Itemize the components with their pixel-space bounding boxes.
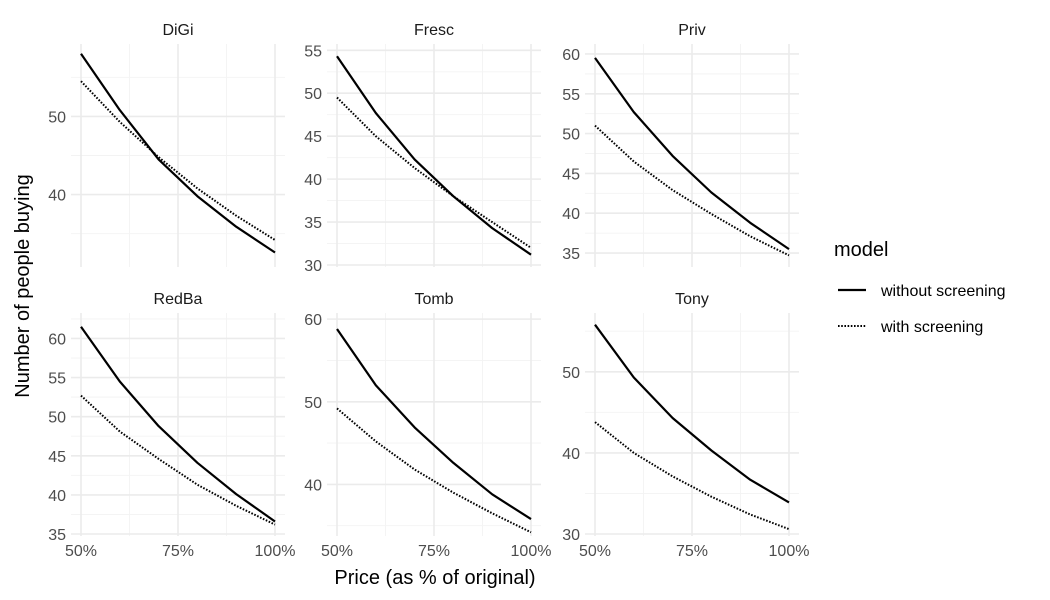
y-axis-title: Number of people buying [12,174,34,397]
legend-label: with screening [880,319,983,336]
y-tick-label: 50 [562,365,580,382]
y-tick-label: 60 [304,312,322,329]
x-tick-label: 50% [65,543,97,560]
y-tick-label: 40 [48,488,66,505]
x-tick-label: 50% [579,543,611,560]
series-line-without-screening [594,57,790,251]
x-tick-label: 75% [162,543,194,560]
legend-entries: without screening with screening [838,283,1006,336]
y-tick-label: 30 [562,527,580,544]
y-tick-label: 50 [304,395,322,412]
x-tick-label: 100% [255,543,296,560]
y-tick-label: 40 [562,206,580,223]
y-tick-label: 50 [48,109,66,126]
y-tick-label: 40 [304,172,322,189]
x-tick-label: 75% [676,543,708,560]
panel-priv: 35 40 45 50 55 60 Priv [562,22,799,267]
series-line-with-screening [336,96,532,249]
legend-label: without screening [880,283,1006,300]
panel-fresc: 30 35 40 45 50 55 Fresc [304,22,541,275]
panel-redba: 50% 75% 100% 35 40 45 50 55 60 RedBa [48,291,295,560]
x-axis-title: Price (as % of original) [334,567,535,589]
y-tick-label: 40 [562,446,580,463]
series-line-without-screening [594,324,790,504]
x-tick-label: 100% [769,543,810,560]
y-tick-label: 45 [562,166,580,183]
panel-title: Tomb [414,291,453,308]
y-tick-label: 55 [48,371,66,388]
y-tick-label: 50 [562,127,580,144]
y-tick-label: 30 [304,258,322,275]
series-line-without-screening [80,326,276,523]
y-tick-label: 50 [48,410,66,427]
x-tick-label: 75% [418,543,450,560]
y-tick-label: 45 [304,129,322,146]
panel-title: Tony [675,291,709,308]
chart-panels: 40 50 DiGi 30 35 40 45 50 55 Fresc 35 40 45 50 55 60 Pri… [48,22,809,560]
y-tick-label: 35 [304,215,322,232]
panel-title: Fresc [414,22,454,39]
x-tick-label: 50% [321,543,353,560]
series-line-without-screening [336,328,532,521]
y-tick-label: 35 [562,246,580,263]
y-tick-label: 45 [48,449,66,466]
y-tick-label: 35 [48,527,66,544]
panel-tomb: 50% 75% 100% 40 50 60 Tomb [304,291,551,560]
panel-title: RedBa [154,291,203,308]
y-tick-label: 55 [304,43,322,60]
legend: model without screening with screening [834,239,1006,336]
y-tick-label: 40 [48,188,66,205]
series-line-with-screening [594,124,790,257]
y-tick-label: 60 [562,47,580,64]
panel-title: Priv [678,22,706,39]
y-tick-label: 40 [304,477,322,494]
series-line-without-screening [336,55,532,256]
y-tick-label: 60 [48,331,66,348]
x-tick-label: 100% [511,543,552,560]
series-line-with-screening [336,407,532,534]
y-tick-label: 50 [304,86,322,103]
panel-tony: 50% 75% 100% 30 40 50 Tony [562,291,809,560]
panel-title: DiGi [162,22,193,39]
panel-digi: 40 50 DiGi [48,22,285,267]
legend-title: model [834,239,888,261]
series-line-without-screening [80,53,276,254]
series-line-with-screening [594,421,790,531]
y-tick-label: 55 [562,87,580,104]
